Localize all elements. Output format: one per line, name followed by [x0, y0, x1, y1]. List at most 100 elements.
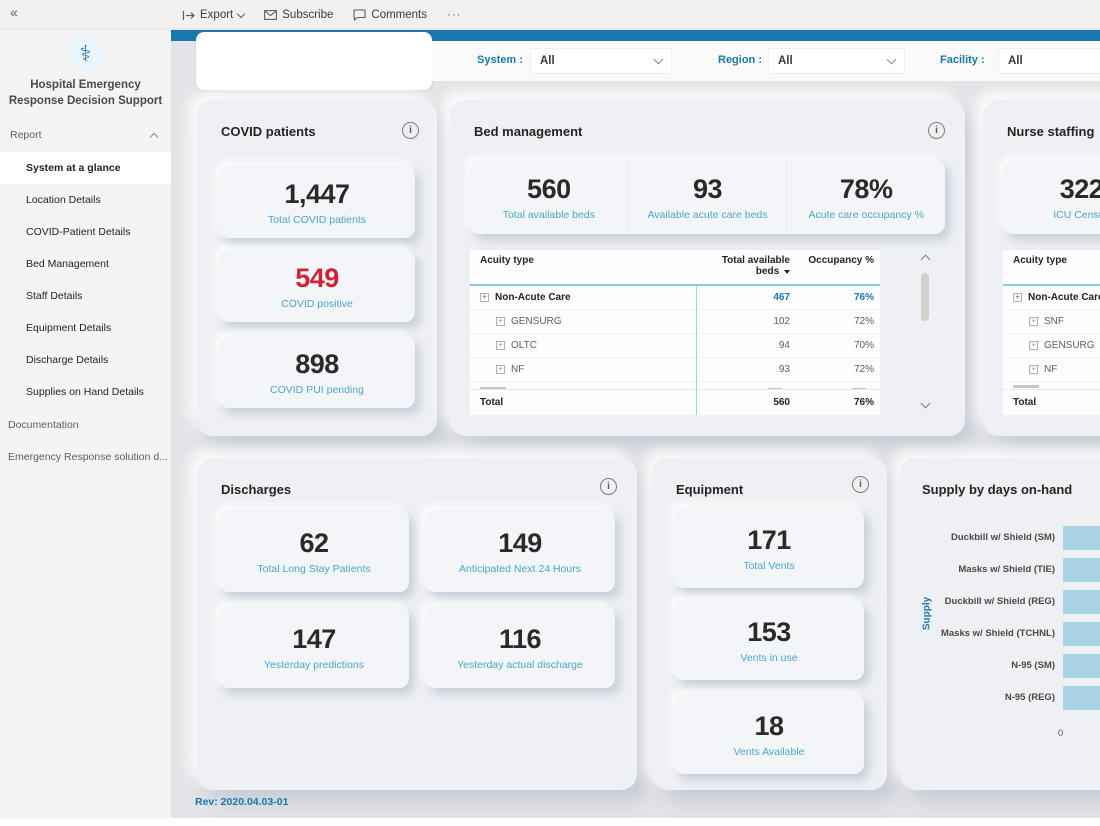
total-covid-patients-label: Total COVID patients [267, 213, 367, 226]
icu-census-stat: 322 ICU Census [1003, 160, 1100, 234]
row-beds: 93 [778, 364, 790, 375]
table-row[interactable]: GENSURG [1003, 334, 1100, 358]
envelope-icon [264, 10, 278, 20]
total-long-stay-tile: 62 Total Long Stay Patients [219, 510, 409, 592]
sidebar-item-staff-details[interactable]: Staff Details [26, 290, 83, 302]
sidebar-item-emergency-response-solution[interactable]: Emergency Response solution d... [8, 451, 168, 463]
sidebar-item-equipment-details[interactable]: Equipment Details [26, 322, 112, 334]
bar-n95-reg[interactable] [1063, 686, 1100, 710]
equipment-card: Equipment 171 Total Vents 153 Vents in u… [652, 458, 887, 790]
table-row[interactable]: GENSURG 102 72% [470, 310, 880, 334]
system-filter-dropdown[interactable]: All [530, 48, 672, 74]
sidebar-item-discharge-details[interactable]: Discharge Details [26, 354, 109, 366]
expand-icon[interactable] [1013, 293, 1022, 302]
export-button[interactable]: Export [182, 9, 246, 21]
expand-icon[interactable] [1029, 341, 1038, 350]
expand-icon[interactable] [1029, 317, 1038, 326]
system-filter-value: All [540, 55, 555, 67]
table-row[interactable]: SNF [1003, 310, 1100, 334]
expand-icon[interactable] [496, 317, 505, 326]
discharges-card: Discharges 62 Total Long Stay Patients 1… [197, 458, 637, 790]
yesterday-actual-value: 116 [498, 623, 542, 654]
vents-available-value: 18 [754, 710, 784, 741]
bar-duckbill-shield-sm[interactable] [1063, 526, 1100, 550]
sidebar-item-location-details[interactable]: Location Details [26, 194, 101, 206]
info-icon[interactable] [402, 122, 419, 139]
col-acuity-type[interactable]: Acuity type [1013, 255, 1067, 266]
subscribe-button[interactable]: Subscribe [264, 9, 333, 21]
anticipated-24h-tile: 149 Anticipated Next 24 Hours [425, 510, 615, 592]
total-beds: 560 [773, 397, 790, 408]
available-acute-care-beds-label: Available acute care beds [647, 208, 768, 221]
sidebar-item-supplies-on-hand-details[interactable]: Supplies on Hand Details [26, 386, 144, 398]
caduceus-icon: ⚕ [79, 41, 92, 66]
sidebar-item-bed-management[interactable]: Bed Management [26, 258, 109, 270]
expand-icon[interactable] [480, 293, 489, 302]
chevron-down-icon [237, 9, 246, 18]
table-scrollbar[interactable] [918, 250, 932, 415]
report-canvas: System : All Region : All Facility : All… [171, 30, 1100, 826]
revision-label: Rev: 2020.04.03-01 [195, 796, 289, 808]
table-row[interactable]: OLTC 94 70% [470, 334, 880, 358]
info-icon[interactable] [600, 478, 617, 495]
table-row[interactable]: Non-Acute Care 467 76% [470, 286, 880, 310]
app-title: Hospital Emergency Response Decision Sup… [8, 79, 163, 107]
sidebar-collapse-button[interactable]: « [10, 4, 18, 20]
col-acuity-type[interactable]: Acuity type [480, 255, 534, 266]
row-name: NF [1044, 364, 1058, 375]
comments-button[interactable]: Comments [353, 9, 427, 21]
col-occupancy[interactable]: Occupancy % [808, 255, 874, 266]
bar-category-label: N-95 (REG) [1004, 692, 1055, 703]
row-name: GENSURG [1044, 340, 1095, 351]
bed-management-card: Bed management 560 Total available beds … [450, 100, 965, 436]
col-total-available-beds[interactable]: Total available beds [698, 255, 790, 284]
row-occupancy: 76% [853, 292, 874, 303]
row-name: OLTC [511, 340, 537, 351]
table-row[interactable]: NF [1003, 358, 1100, 382]
nav-section-report[interactable]: Report [0, 122, 171, 148]
clipped-row [1003, 382, 1100, 389]
more-options-button[interactable]: ··· [447, 9, 462, 21]
bar-duckbill-shield-reg[interactable] [1063, 590, 1100, 614]
info-icon[interactable] [928, 122, 945, 139]
yesterday-actual-label: Yesterday actual discharge [457, 658, 583, 671]
bar-n95-sm[interactable] [1063, 654, 1100, 678]
expand-icon[interactable] [1029, 365, 1038, 374]
row-name: SNF [1044, 316, 1064, 327]
region-filter-label: Region : [718, 54, 762, 66]
bar-masks-shield-tie[interactable] [1063, 558, 1100, 582]
row-beds: 102 [773, 316, 790, 327]
scroll-up-icon[interactable] [920, 254, 930, 265]
export-icon [182, 10, 195, 20]
total-label: Total [480, 397, 504, 408]
table-row[interactable]: Non-Acute Care [1003, 286, 1100, 310]
region-filter-value: All [778, 55, 793, 67]
vents-in-use-value: 153 [747, 616, 791, 647]
row-occupancy: 72% [853, 316, 874, 327]
expand-icon[interactable] [496, 365, 505, 374]
facility-filter-label: Facility : [940, 54, 985, 66]
sidebar-item-covid-patient-details[interactable]: COVID-Patient Details [26, 226, 131, 238]
sidebar-item-system-at-a-glance[interactable]: System at a glance [0, 152, 171, 184]
total-long-stay-value: 62 [299, 527, 329, 558]
vents-in-use-label: Vents in use [740, 651, 798, 664]
row-name: Non-Acute Care [495, 292, 571, 303]
expand-icon[interactable] [496, 341, 505, 350]
bar-category-label: Masks w/ Shield (TIE) [958, 564, 1055, 575]
row-occupancy: 72% [853, 364, 874, 375]
available-acute-care-beds-stat: 93 Available acute care beds [629, 160, 788, 234]
region-filter-dropdown[interactable]: All [768, 48, 905, 74]
info-icon[interactable] [852, 476, 869, 493]
row-beds: 94 [778, 340, 790, 351]
scroll-down-icon[interactable] [920, 398, 930, 409]
facility-filter-dropdown[interactable]: All [998, 48, 1100, 74]
x-axis-tick: 0 [1058, 728, 1064, 739]
row-name: NF [511, 364, 525, 375]
table-row[interactable]: NF 93 72% [470, 358, 880, 382]
bar-masks-shield-tchnl[interactable] [1063, 622, 1100, 646]
bar-category-label: N-95 (SM) [1011, 660, 1055, 671]
sidebar-item-documentation[interactable]: Documentation [8, 419, 79, 431]
acuity-table: Acuity type Total available beds Occupan… [470, 250, 880, 415]
staffing-stats-tile: 322 ICU Census [1003, 160, 1100, 234]
scrollbar-thumb[interactable] [921, 273, 929, 321]
